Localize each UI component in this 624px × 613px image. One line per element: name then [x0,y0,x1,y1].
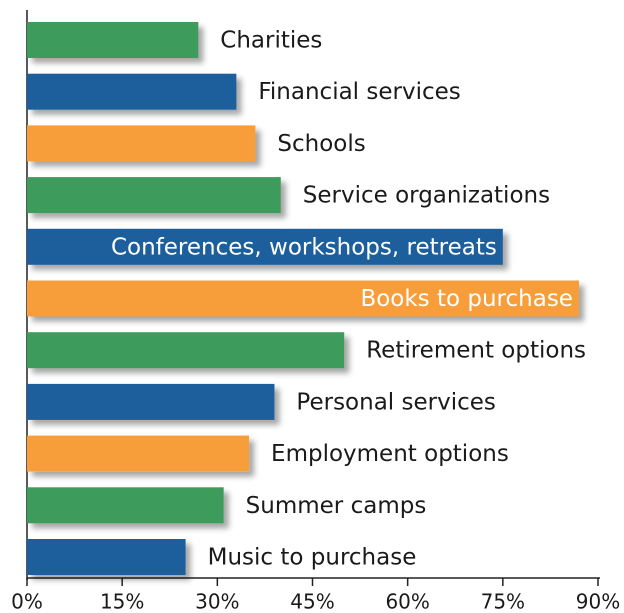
category-label: Personal services [296,389,495,415]
category-label: Books to purchase [360,286,573,312]
category-label: Schools [277,131,365,157]
bar [27,228,503,265]
bar [27,73,237,110]
x-tick-label: 75% [481,590,525,613]
bar [27,280,579,317]
x-tick-label: 30% [195,590,239,613]
bar [27,487,224,524]
bar [27,22,199,58]
category-label: Music to purchase [208,545,417,571]
bar [27,332,345,369]
x-tick-label: 45% [290,590,334,613]
bar [27,539,186,575]
category-label: Conferences, workshops, retreats [111,234,497,260]
x-tick-label: 60% [385,590,429,613]
category-label: Summer camps [246,493,427,519]
bar [27,125,256,162]
x-tick-label: 0% [11,590,43,613]
category-label: Retirement options [366,338,586,364]
x-tick-label: 15% [100,590,144,613]
category-label: Service organizations [303,183,550,209]
bar [27,435,250,472]
x-tick-label: 90% [576,590,620,613]
category-label: Employment options [271,441,509,467]
category-label: Financial services [258,79,460,105]
bar [27,177,281,214]
bar [27,383,275,420]
category-label: Charities [220,28,322,54]
